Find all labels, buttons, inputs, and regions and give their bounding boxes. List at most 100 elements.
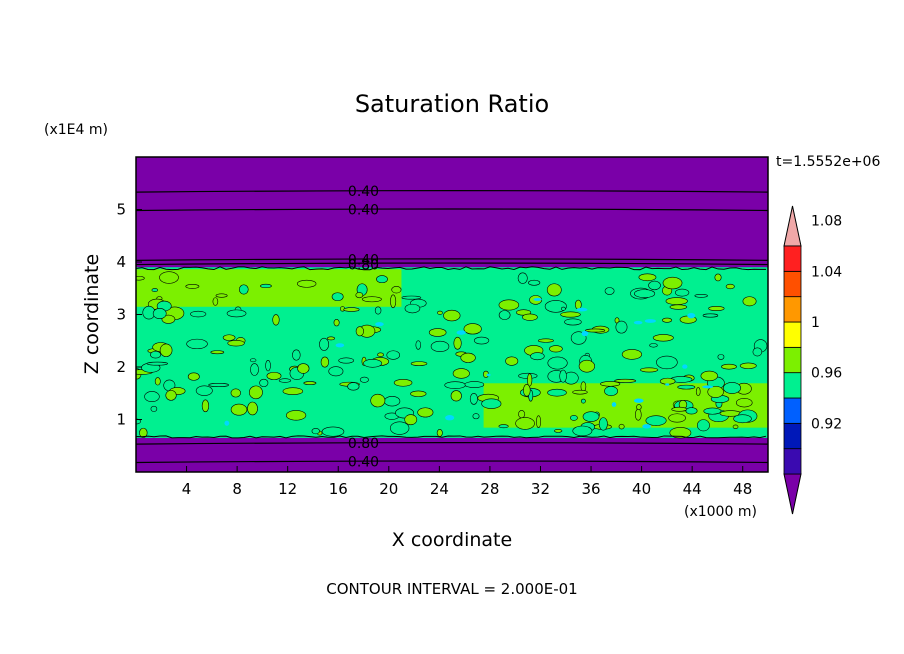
y-tick-label: 2	[116, 358, 126, 376]
cloud-cell	[410, 361, 428, 366]
cloud-cell	[375, 322, 384, 327]
colorbar-swatch	[783, 448, 802, 475]
cloud-cell	[355, 326, 364, 337]
cloud-cell	[282, 387, 304, 396]
cloud-cell	[190, 310, 207, 318]
cloud-cell	[415, 340, 421, 350]
cloud-cell	[662, 317, 673, 323]
cloud-cell	[700, 370, 718, 382]
cloud-upper-edge	[136, 266, 767, 271]
colorbar-bottom-arrow	[783, 473, 802, 515]
cloud-cell	[578, 359, 596, 373]
cloud-cell	[338, 357, 355, 364]
cloud-cell	[633, 320, 643, 325]
cloud-cell	[376, 275, 388, 284]
cloud-cell	[151, 288, 159, 293]
cloud-cell	[717, 354, 725, 360]
cloud-lower-edge	[136, 435, 767, 439]
colorbar-swatch	[783, 270, 802, 298]
cloud-cell	[250, 363, 259, 376]
cloud-cell	[347, 382, 360, 391]
cloud-cell	[227, 339, 245, 347]
cloud-cell	[559, 369, 567, 383]
cloud-cell	[417, 407, 434, 418]
cloud-cell	[696, 419, 710, 432]
cloud-cell	[335, 343, 345, 348]
cloud-cell	[665, 383, 670, 386]
colorbar-swatch	[783, 397, 802, 424]
cloud-cell	[185, 284, 200, 289]
cloud-cell	[671, 406, 688, 412]
cloud-cell	[150, 350, 162, 359]
cloud-cell	[742, 296, 757, 307]
x-tick-label: 36	[581, 480, 600, 498]
cloud-cell	[230, 403, 248, 416]
y-axis-ticks: 1 2 3 4 5	[116, 201, 142, 429]
cloud-cell	[389, 421, 410, 435]
cloud-cell	[560, 311, 581, 318]
cloud-cell	[460, 352, 476, 363]
cloud-cell	[222, 334, 236, 341]
plot-area	[136, 157, 768, 472]
cloud-cell	[642, 424, 652, 429]
cloud-cell	[456, 330, 466, 335]
cloud-cell	[682, 364, 688, 369]
x-tick-label: 8	[232, 480, 242, 498]
cloud-cell	[359, 376, 369, 383]
x-tick-label: 28	[480, 480, 499, 498]
cloud-cell	[522, 313, 538, 321]
contour-line	[136, 190, 768, 193]
cloud-cell	[528, 279, 541, 286]
cloud-cell	[259, 378, 269, 388]
cloud-cell	[331, 292, 344, 302]
cloud-cell	[708, 306, 725, 311]
cloud-cell	[384, 396, 401, 407]
colorbar-top-arrow	[783, 205, 802, 247]
cloud-cell	[150, 405, 158, 412]
cloud-cell	[669, 304, 688, 310]
cloud-cell	[498, 310, 511, 320]
x-tick-label: 32	[531, 480, 550, 498]
cloud-cell	[215, 293, 228, 298]
cloud-cell	[401, 295, 422, 300]
cloud-cell	[752, 347, 763, 357]
cloud-cell	[707, 385, 724, 398]
cloud-cell	[581, 330, 589, 337]
cloud-cell	[226, 309, 247, 318]
cloud-cell	[136, 275, 145, 281]
cloud-cell	[733, 414, 752, 424]
contour-interval-note: CONTOUR INTERVAL = 2.000E-01	[326, 580, 577, 598]
cloud-cell	[239, 284, 249, 295]
cloud-cell	[297, 279, 317, 288]
cloud-cell	[165, 390, 177, 401]
cloud-cell	[614, 378, 637, 383]
cloud-cell	[576, 307, 588, 312]
x-tick-label: 24	[430, 480, 449, 498]
y-tick-label: 4	[116, 253, 126, 271]
cloud-cell	[464, 381, 485, 388]
cloud-cell	[247, 401, 258, 416]
cloud-cell	[638, 273, 657, 282]
cloud-cell	[436, 429, 443, 437]
cloud-cell	[139, 427, 148, 438]
cloud-cell	[450, 390, 462, 402]
cloud-cell	[154, 377, 161, 386]
cloud-cell	[687, 312, 696, 319]
cloud-cell	[201, 399, 210, 413]
cloud-cell	[677, 384, 696, 390]
colorbar-swatch	[783, 296, 802, 323]
cloud-cell	[604, 386, 618, 397]
cloud-cell	[230, 388, 241, 398]
cloud-cell	[533, 297, 542, 301]
x-tick-label: 4	[182, 480, 192, 498]
cloud-cell	[640, 367, 659, 373]
cloud-cell	[260, 283, 272, 289]
cloud-cell	[649, 343, 658, 348]
cloud-cell	[321, 426, 345, 437]
x-tick-label: 44	[683, 480, 702, 498]
contour-label: 0.40	[348, 252, 379, 268]
cloud-cell	[736, 398, 753, 408]
cloud-cell	[248, 385, 263, 400]
cloud-cell	[187, 372, 200, 381]
cloud-cell	[615, 320, 628, 334]
